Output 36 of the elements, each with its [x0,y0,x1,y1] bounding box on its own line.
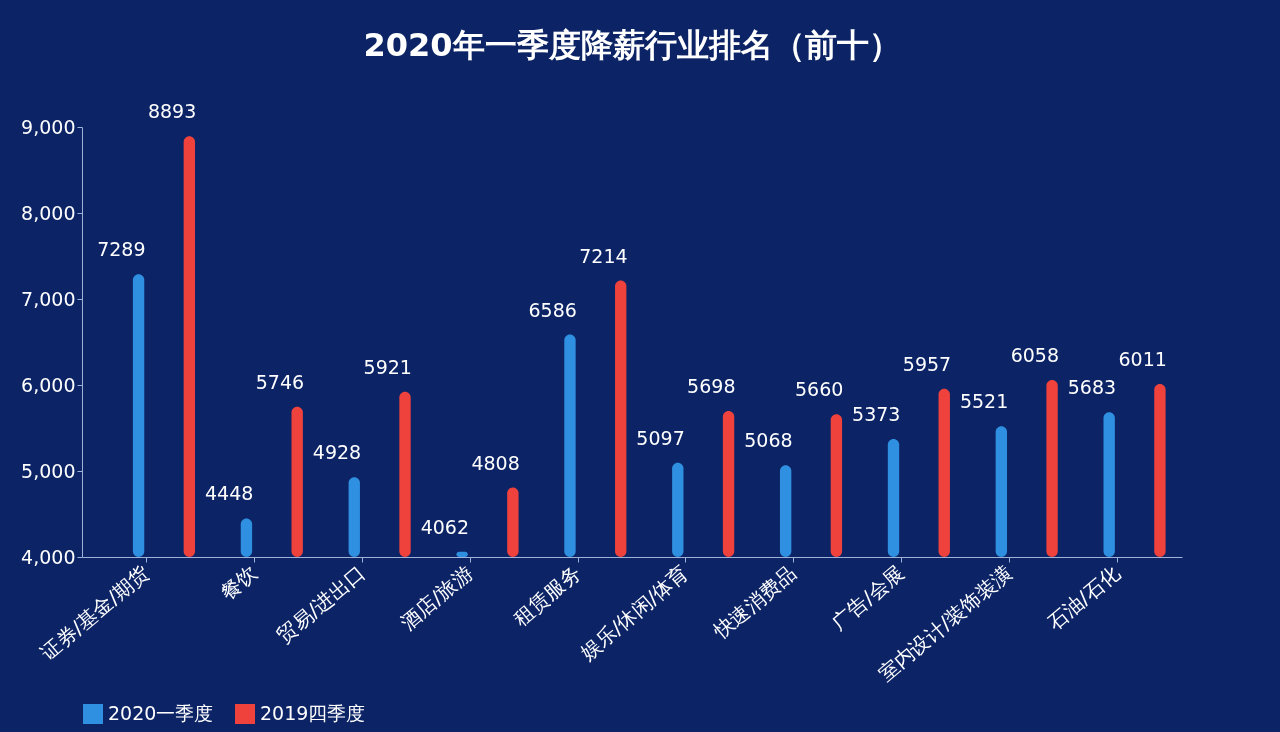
data-label: 5521 [959,390,1009,413]
y-tick-label: 9,000 [21,115,76,138]
data-label: 5068 [744,429,793,452]
data-label: 4062 [420,515,470,538]
chart-title: 2020年一季度降薪行业排名（前十） [363,26,901,65]
x-tick-label: 贸易/进出口 [272,560,370,648]
data-label: 7214 [579,244,628,267]
data-label: 4808 [471,451,520,474]
data-label: 5660 [794,378,844,401]
y-tick-label: 8,000 [21,201,76,224]
data-label: 5683 [1067,376,1117,399]
x-tick-label: 餐饮 [215,560,262,605]
data-label: 4928 [312,441,362,464]
data-label: 5921 [363,355,412,378]
y-tick-label: 7,000 [21,287,76,310]
x-tick-label: 石油/石化 [1042,560,1125,635]
x-tick-label: 租赁服务 [508,560,586,631]
data-label: 6011 [1118,348,1167,371]
data-label: 5957 [902,352,952,375]
data-label: 5097 [636,426,685,449]
data-label: 8893 [147,100,197,123]
x-tick-label: 酒店/旅游 [395,560,478,635]
y-tick-label: 6,000 [21,373,76,396]
data-label: 5746 [255,370,305,393]
data-label: 5373 [852,402,901,425]
x-tick-label: 广告/会展 [826,560,909,635]
data-label: 7289 [97,238,146,261]
legend-label: 2019四季度 [260,702,366,724]
y-tick-label: 4,000 [21,545,76,568]
legend-label: 2020一季度 [108,702,214,724]
data-label: 4448 [204,482,254,505]
x-tick-label: 快速消费品 [708,560,801,644]
data-label: 6586 [528,298,577,321]
data-label: 5698 [687,374,736,397]
y-tick-label: 5,000 [21,459,76,482]
data-label: 6058 [1010,344,1060,367]
